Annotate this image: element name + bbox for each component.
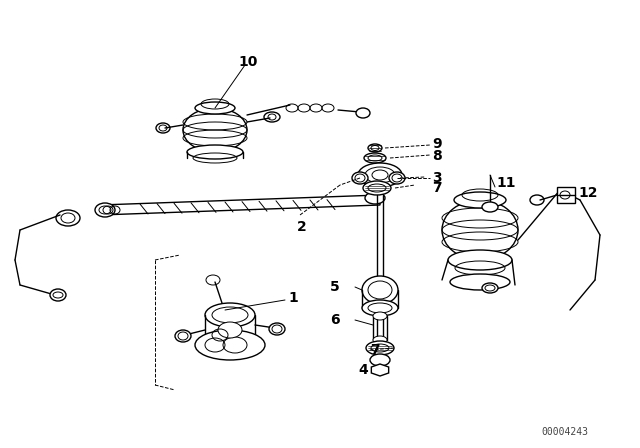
Ellipse shape: [362, 300, 398, 316]
Ellipse shape: [454, 192, 506, 208]
Ellipse shape: [448, 250, 512, 270]
Polygon shape: [371, 364, 388, 376]
Ellipse shape: [175, 330, 191, 342]
Ellipse shape: [373, 336, 387, 344]
Text: 3: 3: [432, 171, 442, 185]
Ellipse shape: [358, 163, 402, 187]
Ellipse shape: [366, 341, 394, 355]
Ellipse shape: [442, 200, 518, 260]
Ellipse shape: [368, 144, 382, 152]
Ellipse shape: [183, 108, 247, 152]
Ellipse shape: [195, 102, 235, 114]
Text: 4: 4: [358, 363, 368, 377]
Text: 9: 9: [432, 137, 442, 151]
Text: 7: 7: [370, 343, 380, 357]
Polygon shape: [557, 187, 575, 203]
Text: 11: 11: [496, 176, 515, 190]
Ellipse shape: [365, 192, 385, 204]
Text: 7: 7: [432, 181, 442, 195]
Text: 8: 8: [432, 149, 442, 163]
Ellipse shape: [362, 276, 398, 304]
Text: 6: 6: [330, 313, 340, 327]
Text: 5: 5: [330, 280, 340, 294]
Ellipse shape: [389, 172, 405, 184]
Ellipse shape: [373, 312, 387, 320]
Text: 12: 12: [578, 186, 598, 200]
Text: 2: 2: [297, 220, 307, 234]
Ellipse shape: [482, 283, 498, 293]
Ellipse shape: [95, 203, 115, 217]
Ellipse shape: [218, 322, 242, 338]
Ellipse shape: [50, 289, 66, 301]
Ellipse shape: [269, 323, 285, 335]
Ellipse shape: [363, 181, 391, 195]
Polygon shape: [100, 195, 380, 215]
Ellipse shape: [356, 108, 370, 118]
Text: 00004243: 00004243: [541, 427, 589, 437]
Ellipse shape: [450, 274, 510, 290]
Ellipse shape: [370, 354, 390, 366]
Ellipse shape: [364, 153, 386, 163]
Ellipse shape: [187, 145, 243, 159]
Text: 10: 10: [238, 55, 257, 69]
Ellipse shape: [195, 330, 265, 360]
Ellipse shape: [372, 170, 388, 180]
Ellipse shape: [482, 202, 498, 212]
Ellipse shape: [205, 303, 255, 327]
Text: 1: 1: [288, 291, 298, 305]
Ellipse shape: [56, 210, 80, 226]
Ellipse shape: [352, 172, 368, 184]
